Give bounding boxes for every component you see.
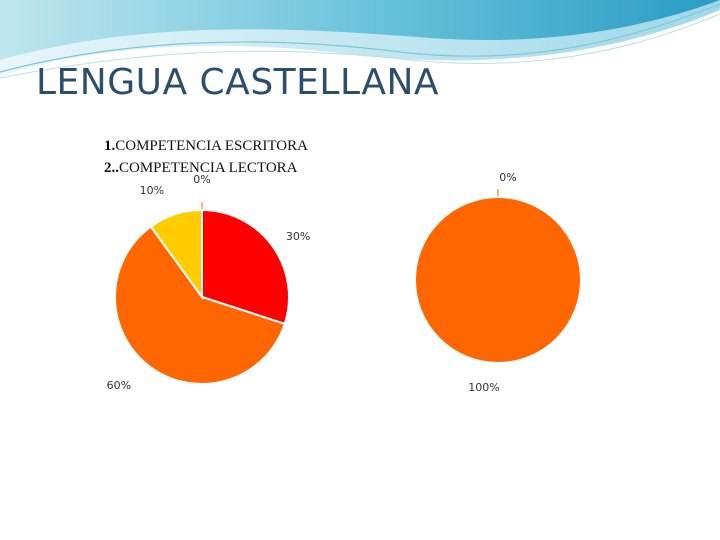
legend-item-1-label: COMPETENCIA ESCRITORA <box>115 138 308 154</box>
legend-item-2: 2..COMPETENCIA LECTORA <box>104 160 297 177</box>
legend-item-2-label: COMPETENCIA LECTORA <box>119 160 298 176</box>
pie-chart-2: 0% 100% <box>414 171 582 394</box>
pie-1-label-2: 30% <box>286 230 310 243</box>
pie-1-slice-2 <box>201 208 290 326</box>
legend-panel <box>30 124 410 190</box>
pie-1-slice-3 <box>114 225 287 385</box>
legend-item-2-number: 2.. <box>104 160 119 176</box>
pie-2-slice-2 <box>414 196 582 364</box>
header-wave-line <box>0 3 720 73</box>
header-wave-line-2 <box>0 13 720 79</box>
pie-chart-1: 0% 30% 60% 10% <box>107 173 311 392</box>
pie-1-label-4: 10% <box>140 184 164 197</box>
pie-2-label-1: 0% <box>499 171 516 184</box>
slide-title: LENGUA CASTELLANA <box>36 62 440 103</box>
legend-item-1: 1.COMPETENCIA ESCRITORA <box>104 138 308 155</box>
pie-1-label-1: 0% <box>193 173 210 186</box>
pie-2-label-2: 100% <box>468 381 499 394</box>
legend-item-1-number: 1. <box>104 138 116 154</box>
header-wave-dark <box>0 0 720 60</box>
pie-1-label-3: 60% <box>107 379 131 392</box>
pie-1-slice-4 <box>149 208 203 301</box>
